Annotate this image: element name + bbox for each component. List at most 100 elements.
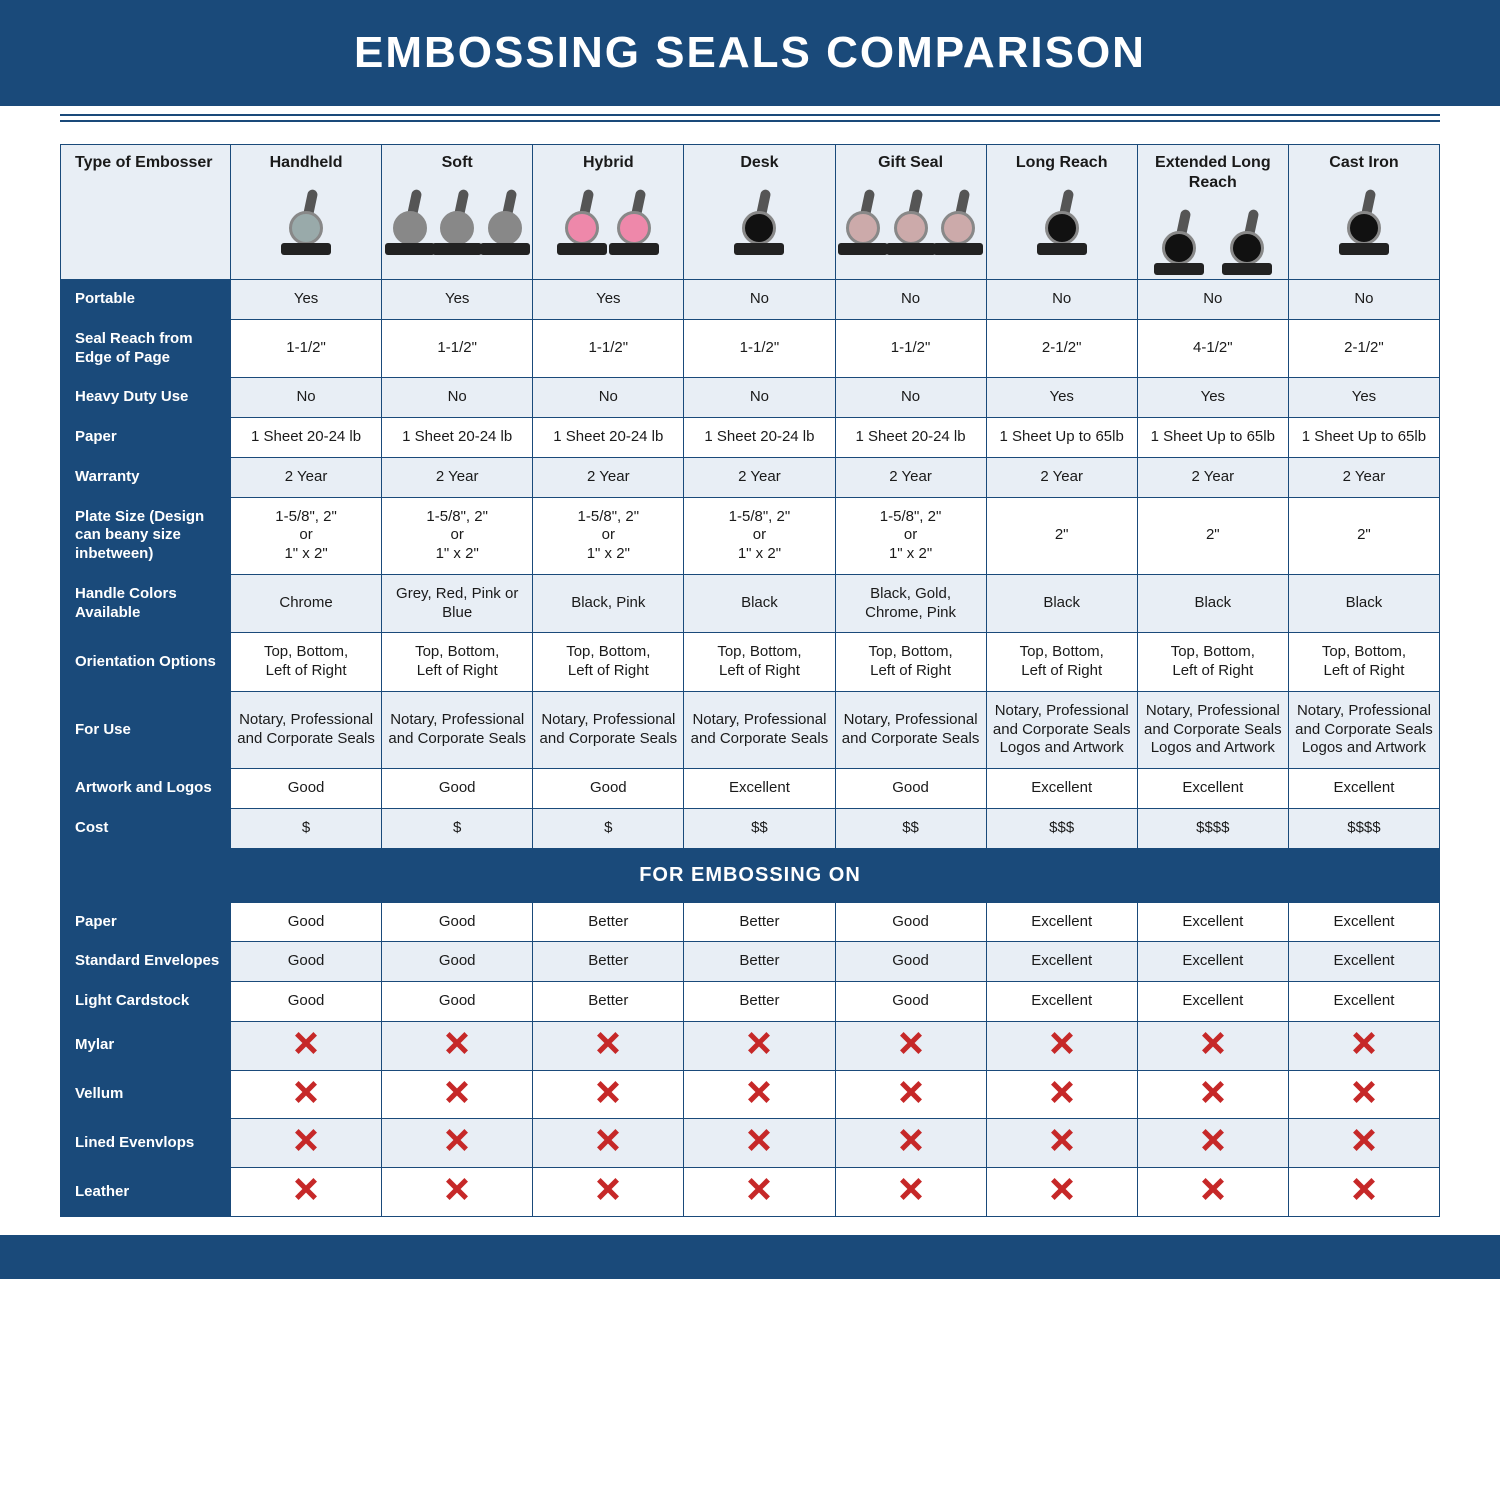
table-cell: 2-1/2" <box>986 319 1137 378</box>
table-cell: Good <box>231 769 382 809</box>
table-cell: Notary, Professional and Corporate Seals <box>382 691 533 768</box>
row-label: Plate Size (Design can beany size inbetw… <box>61 497 231 574</box>
table-cell <box>1288 1021 1439 1070</box>
table-row: Cost$$$$$$$$$$$$$$$$$$ <box>61 808 1440 848</box>
embosser-icon <box>436 187 479 255</box>
row-label: Cost <box>61 808 231 848</box>
table-cell: 1 Sheet 20-24 lb <box>382 418 533 458</box>
table-cell: $$$$ <box>1137 808 1288 848</box>
x-icon <box>597 1081 619 1103</box>
table-row: PaperGoodGoodBetterBetterGoodExcellentEx… <box>61 902 1440 942</box>
table-cell: Excellent <box>1288 942 1439 982</box>
table-cell: 1-5/8", 2"or1" x 2" <box>382 497 533 574</box>
embosser-icon <box>610 187 658 255</box>
table-cell: 1 Sheet Up to 65lb <box>1137 418 1288 458</box>
table-cell: Black, Pink <box>533 574 684 633</box>
table-cell: Excellent <box>1137 982 1288 1022</box>
table-cell: $$ <box>684 808 835 848</box>
table-cell: Excellent <box>1288 902 1439 942</box>
table-row: Artwork and LogosGoodGoodGoodExcellentGo… <box>61 769 1440 809</box>
x-icon <box>446 1081 468 1103</box>
table-cell: Excellent <box>986 942 1137 982</box>
table-cell: 2 Year <box>382 457 533 497</box>
x-icon <box>446 1032 468 1054</box>
product-image <box>690 177 828 255</box>
table-cell: 1 Sheet Up to 65lb <box>986 418 1137 458</box>
column-header-label: Cast Iron <box>1295 153 1433 173</box>
table-cell: No <box>231 378 382 418</box>
table-row: Orientation OptionsTop, Bottom,Left of R… <box>61 633 1440 692</box>
table-cell: Top, Bottom,Left of Right <box>835 633 986 692</box>
column-header: Hybrid <box>533 145 684 280</box>
row-label: For Use <box>61 691 231 768</box>
table-cell: 2 Year <box>1137 457 1288 497</box>
table-cell: 1 Sheet 20-24 lb <box>835 418 986 458</box>
table-cell: Black, Gold, Chrome, Pink <box>835 574 986 633</box>
table-cell: No <box>382 378 533 418</box>
embosser-icon <box>388 187 431 255</box>
embosser-icon <box>842 187 885 255</box>
x-icon <box>900 1129 922 1151</box>
column-header: Handheld <box>231 145 382 280</box>
table-cell <box>231 1021 382 1070</box>
x-icon <box>1353 1081 1375 1103</box>
table-cell: 4-1/2" <box>1137 319 1288 378</box>
x-icon <box>295 1178 317 1200</box>
table-cell <box>231 1119 382 1168</box>
table-row: Plate Size (Design can beany size inbetw… <box>61 497 1440 574</box>
table-cell: Good <box>231 982 382 1022</box>
table-cell <box>533 1119 684 1168</box>
table-cell <box>1137 1119 1288 1168</box>
table-cell: Better <box>533 942 684 982</box>
table-cell: Top, Bottom,Left of Right <box>684 633 835 692</box>
table-cell: Yes <box>231 280 382 320</box>
table-cell: Yes <box>986 378 1137 418</box>
x-icon <box>1353 1178 1375 1200</box>
row-label: Light Cardstock <box>61 982 231 1022</box>
table-cell: 1-1/2" <box>382 319 533 378</box>
table-cell <box>1137 1168 1288 1217</box>
divider-double <box>0 106 1500 130</box>
embosser-icon <box>889 187 932 255</box>
table-cell <box>533 1168 684 1217</box>
x-icon <box>748 1129 770 1151</box>
table-cell: Excellent <box>986 902 1137 942</box>
x-icon <box>1202 1032 1224 1054</box>
x-icon <box>295 1032 317 1054</box>
table-cell: 1 Sheet 20-24 lb <box>533 418 684 458</box>
table-row: Lined Evenvlops <box>61 1119 1440 1168</box>
table-cell: Better <box>684 982 835 1022</box>
row-label: Warranty <box>61 457 231 497</box>
table-cell: 1-1/2" <box>684 319 835 378</box>
table-cell: Top, Bottom,Left of Right <box>986 633 1137 692</box>
table-cell: Excellent <box>986 982 1137 1022</box>
x-icon <box>295 1081 317 1103</box>
table-cell: Chrome <box>231 574 382 633</box>
table-cell: Notary, Professional and Corporate Seals <box>533 691 684 768</box>
table-cell: Top, Bottom,Left of Right <box>1137 633 1288 692</box>
comparison-table: Type of Embosser HandheldSoftHybridDeskG… <box>60 144 1440 1217</box>
table-section-header: FOR EMBOSSING ON <box>61 848 1440 902</box>
table-cell: No <box>533 378 684 418</box>
table-cell <box>533 1021 684 1070</box>
table-cell: No <box>684 378 835 418</box>
table-cell <box>231 1168 382 1217</box>
table-cell: Notary, Professional and Corporate Seals… <box>1288 691 1439 768</box>
table-cell: Black <box>1288 574 1439 633</box>
table-cell: Good <box>231 902 382 942</box>
table-cell: Black <box>986 574 1137 633</box>
table-cell <box>986 1119 1137 1168</box>
comparison-table-wrap: Type of Embosser HandheldSoftHybridDeskG… <box>0 130 1500 1217</box>
table-cell: 2 Year <box>835 457 986 497</box>
section-header-cell: FOR EMBOSSING ON <box>61 848 1440 902</box>
table-cell: $$$$ <box>1288 808 1439 848</box>
x-icon <box>1353 1129 1375 1151</box>
table-cell: No <box>684 280 835 320</box>
table-cell: Top, Bottom,Left of Right <box>382 633 533 692</box>
column-header: Long Reach <box>986 145 1137 280</box>
row-label: Leather <box>61 1168 231 1217</box>
table-cell: Better <box>533 982 684 1022</box>
product-image <box>1295 177 1433 255</box>
table-cell <box>684 1070 835 1119</box>
table-cell: Yes <box>533 280 684 320</box>
